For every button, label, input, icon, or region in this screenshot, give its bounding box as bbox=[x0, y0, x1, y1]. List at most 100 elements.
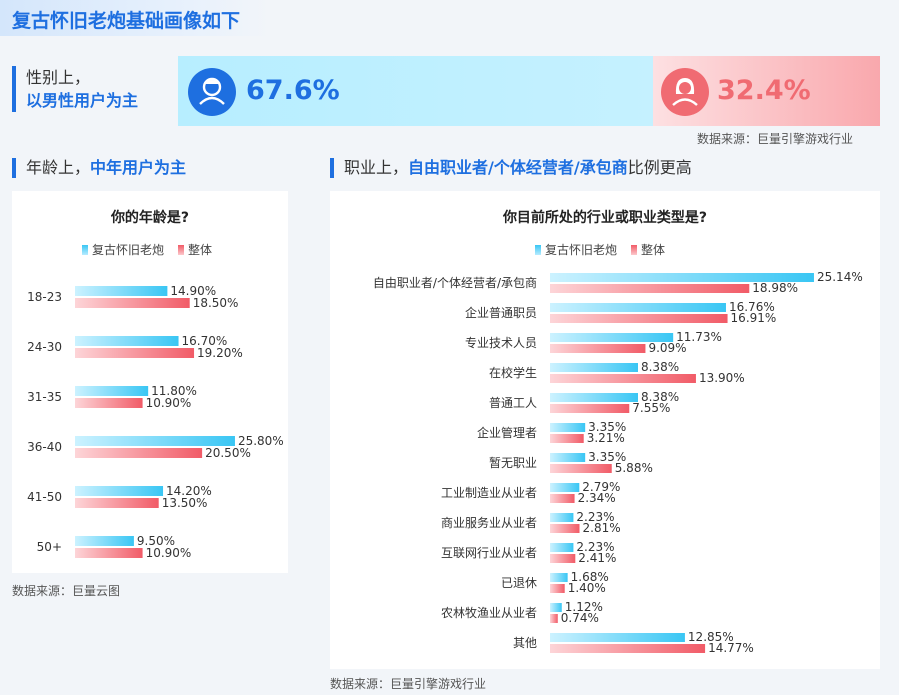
data-label-series-a-6: 3.35% bbox=[588, 450, 626, 464]
data-label-series-a-3: 8.38% bbox=[641, 360, 679, 374]
bar-series-a-1 bbox=[550, 303, 726, 312]
age-chart-panel: 你的年龄是? 复古怀旧老炮 整体 18-23 14.90% 18.50% 24-30 16… bbox=[12, 191, 288, 573]
job-chart-legend: 复古怀旧老炮 整体 bbox=[535, 241, 665, 258]
age-title-prefix: 年龄上， bbox=[26, 158, 91, 177]
bar-series-a-7 bbox=[550, 483, 580, 492]
data-label-series-a-1: 16.70% bbox=[182, 334, 228, 348]
bar-series-b-4 bbox=[550, 404, 630, 413]
age-chart-title: 你的年龄是? bbox=[110, 210, 190, 226]
job-bar-chart: 自由职业者/个体经营者/承包商 25.14%18.98%企业普通职员 16.76%1… bbox=[373, 270, 863, 655]
data-label-series-a-2: 11.73% bbox=[676, 330, 722, 344]
data-label-series-b-12: 14.77% bbox=[708, 641, 754, 655]
category-label-item-4: 普通工人 bbox=[489, 396, 537, 410]
bar-series-b-2 bbox=[75, 398, 143, 408]
page-title-banner: 复古怀旧老炮基础画像如下 bbox=[0, 0, 270, 36]
bar-series-b-1 bbox=[550, 314, 728, 323]
job-chart-panel: 你目前所处的行业或职业类型是? 复古怀旧老炮 整体 自由职业者/个体经营者/承包商… bbox=[330, 191, 880, 669]
bar-series-a-10 bbox=[550, 573, 568, 582]
bar-series-b-1 bbox=[75, 348, 195, 358]
bar-series-a-1 bbox=[75, 336, 179, 346]
data-label-series-b-6: 5.88% bbox=[615, 461, 653, 475]
legend-swatch-series-b bbox=[631, 245, 638, 255]
data-label-series-b-0: 18.50% bbox=[193, 296, 239, 310]
legend-swatch-series-b bbox=[178, 245, 185, 255]
male-percentage: 67.6% bbox=[246, 75, 340, 106]
bar-series-b-3 bbox=[75, 448, 203, 458]
data-label-series-b-2: 9.09% bbox=[648, 341, 686, 355]
female-share-bar: 32.4% bbox=[653, 56, 880, 126]
bar-series-a-8 bbox=[550, 513, 574, 522]
data-label-series-b-3: 20.50% bbox=[205, 446, 251, 460]
bar-series-a-4 bbox=[550, 393, 638, 402]
age-chart-legend: 复古怀旧老炮 整体 bbox=[82, 241, 212, 258]
age-source: 数据来源：巨量云图 bbox=[12, 584, 121, 598]
category-label-41-50-4: 41-50 bbox=[27, 490, 62, 504]
bar-series-a-5 bbox=[75, 536, 134, 546]
bar-series-a-3 bbox=[75, 436, 235, 446]
data-label-series-a-4: 14.20% bbox=[166, 484, 212, 498]
data-label-series-a-4: 8.38% bbox=[641, 390, 679, 404]
category-label-50-5: 50+ bbox=[37, 540, 62, 554]
category-label-item-7: 工业制造业从业者 bbox=[441, 486, 537, 500]
bar-series-b-8 bbox=[550, 524, 580, 533]
bar-series-b-6 bbox=[550, 464, 612, 473]
legend-label-series-a: 复古怀旧老炮 bbox=[545, 243, 618, 257]
category-label-item-11: 农林牧渔业从业者 bbox=[441, 606, 537, 620]
bar-series-b-11 bbox=[550, 614, 558, 623]
legend-swatch-series-a bbox=[535, 245, 541, 255]
job-title-highlight: 自由职业者/个体经营者/承包商 bbox=[408, 158, 628, 177]
legend-label-series-a: 复古怀旧老炮 bbox=[92, 243, 165, 257]
gender-source: 数据来源：巨量引擎游戏行业 bbox=[697, 132, 854, 146]
bar-series-a-3 bbox=[550, 363, 638, 372]
age-section-title: 年龄上，中年用户为主 bbox=[12, 158, 186, 178]
data-label-series-b-1: 16.91% bbox=[731, 311, 777, 325]
category-label-item-12: 其他 bbox=[513, 636, 537, 650]
data-label-series-a-0: 14.90% bbox=[170, 284, 216, 298]
bar-series-b-12 bbox=[550, 644, 706, 653]
bar-series-a-2 bbox=[550, 333, 674, 342]
bar-series-a-12 bbox=[550, 633, 685, 642]
page-title: 复古怀旧老炮基础画像如下 bbox=[12, 10, 241, 32]
category-label-item-10: 已退休 bbox=[501, 576, 537, 590]
category-label-18-23-0: 18-23 bbox=[27, 290, 62, 304]
bar-series-b-0 bbox=[75, 298, 190, 308]
bar-series-b-10 bbox=[550, 584, 565, 593]
data-label-series-b-7: 2.34% bbox=[578, 491, 616, 505]
female-percentage: 32.4% bbox=[717, 75, 811, 106]
bar-series-a-9 bbox=[550, 543, 574, 552]
data-label-series-a-5: 9.50% bbox=[137, 534, 175, 548]
data-label-series-a-0: 25.14% bbox=[817, 270, 863, 284]
data-label-series-a-3: 25.80% bbox=[238, 434, 284, 448]
data-label-series-b-5: 3.21% bbox=[587, 431, 625, 445]
legend-swatch-series-a bbox=[82, 245, 88, 255]
data-label-series-b-0: 18.98% bbox=[752, 281, 798, 295]
bar-series-b-3 bbox=[550, 374, 696, 383]
bar-series-a-11 bbox=[550, 603, 562, 612]
category-label-item-3: 在校学生 bbox=[489, 365, 537, 380]
job-title-prefix: 职业上， bbox=[344, 158, 409, 177]
age-bar-chart: 18-23 14.90%18.50% 24-30 16.70%19.20% 31-35 1… bbox=[27, 284, 284, 560]
data-label-series-a-11: 1.12% bbox=[565, 600, 603, 614]
bar-series-b-9 bbox=[550, 554, 576, 563]
category-label-31-35-2: 31-35 bbox=[27, 390, 62, 404]
job-source: 数据来源：巨量引擎游戏行业 bbox=[330, 677, 487, 691]
data-label-series-a-9: 2.23% bbox=[576, 540, 614, 554]
data-label-series-a-7: 2.79% bbox=[582, 480, 620, 494]
bar-series-b-2 bbox=[550, 344, 646, 353]
category-label-item-5: 企业管理者 bbox=[477, 425, 537, 440]
job-section-title: 职业上，自由职业者/个体经营者/承包商比例更高 bbox=[330, 158, 692, 178]
data-label-series-b-4: 13.50% bbox=[162, 496, 208, 510]
bar-series-a-5 bbox=[550, 423, 586, 432]
data-label-series-b-3: 13.90% bbox=[699, 371, 745, 385]
data-label-series-b-9: 2.41% bbox=[578, 551, 616, 565]
data-label-series-a-1: 16.76% bbox=[729, 300, 775, 314]
data-label-series-b-8: 2.81% bbox=[583, 521, 621, 535]
bar-series-b-7 bbox=[550, 494, 575, 503]
data-label-series-a-2: 11.80% bbox=[151, 384, 197, 398]
category-label-24-30-1: 24-30 bbox=[27, 340, 62, 354]
data-label-series-b-10: 1.40% bbox=[568, 581, 606, 595]
bar-series-a-4 bbox=[75, 486, 164, 496]
data-label-series-b-1: 19.20% bbox=[197, 346, 243, 360]
job-chart-title: 你目前所处的行业或职业类型是? bbox=[502, 210, 708, 226]
data-label-series-a-8: 2.23% bbox=[576, 510, 614, 524]
